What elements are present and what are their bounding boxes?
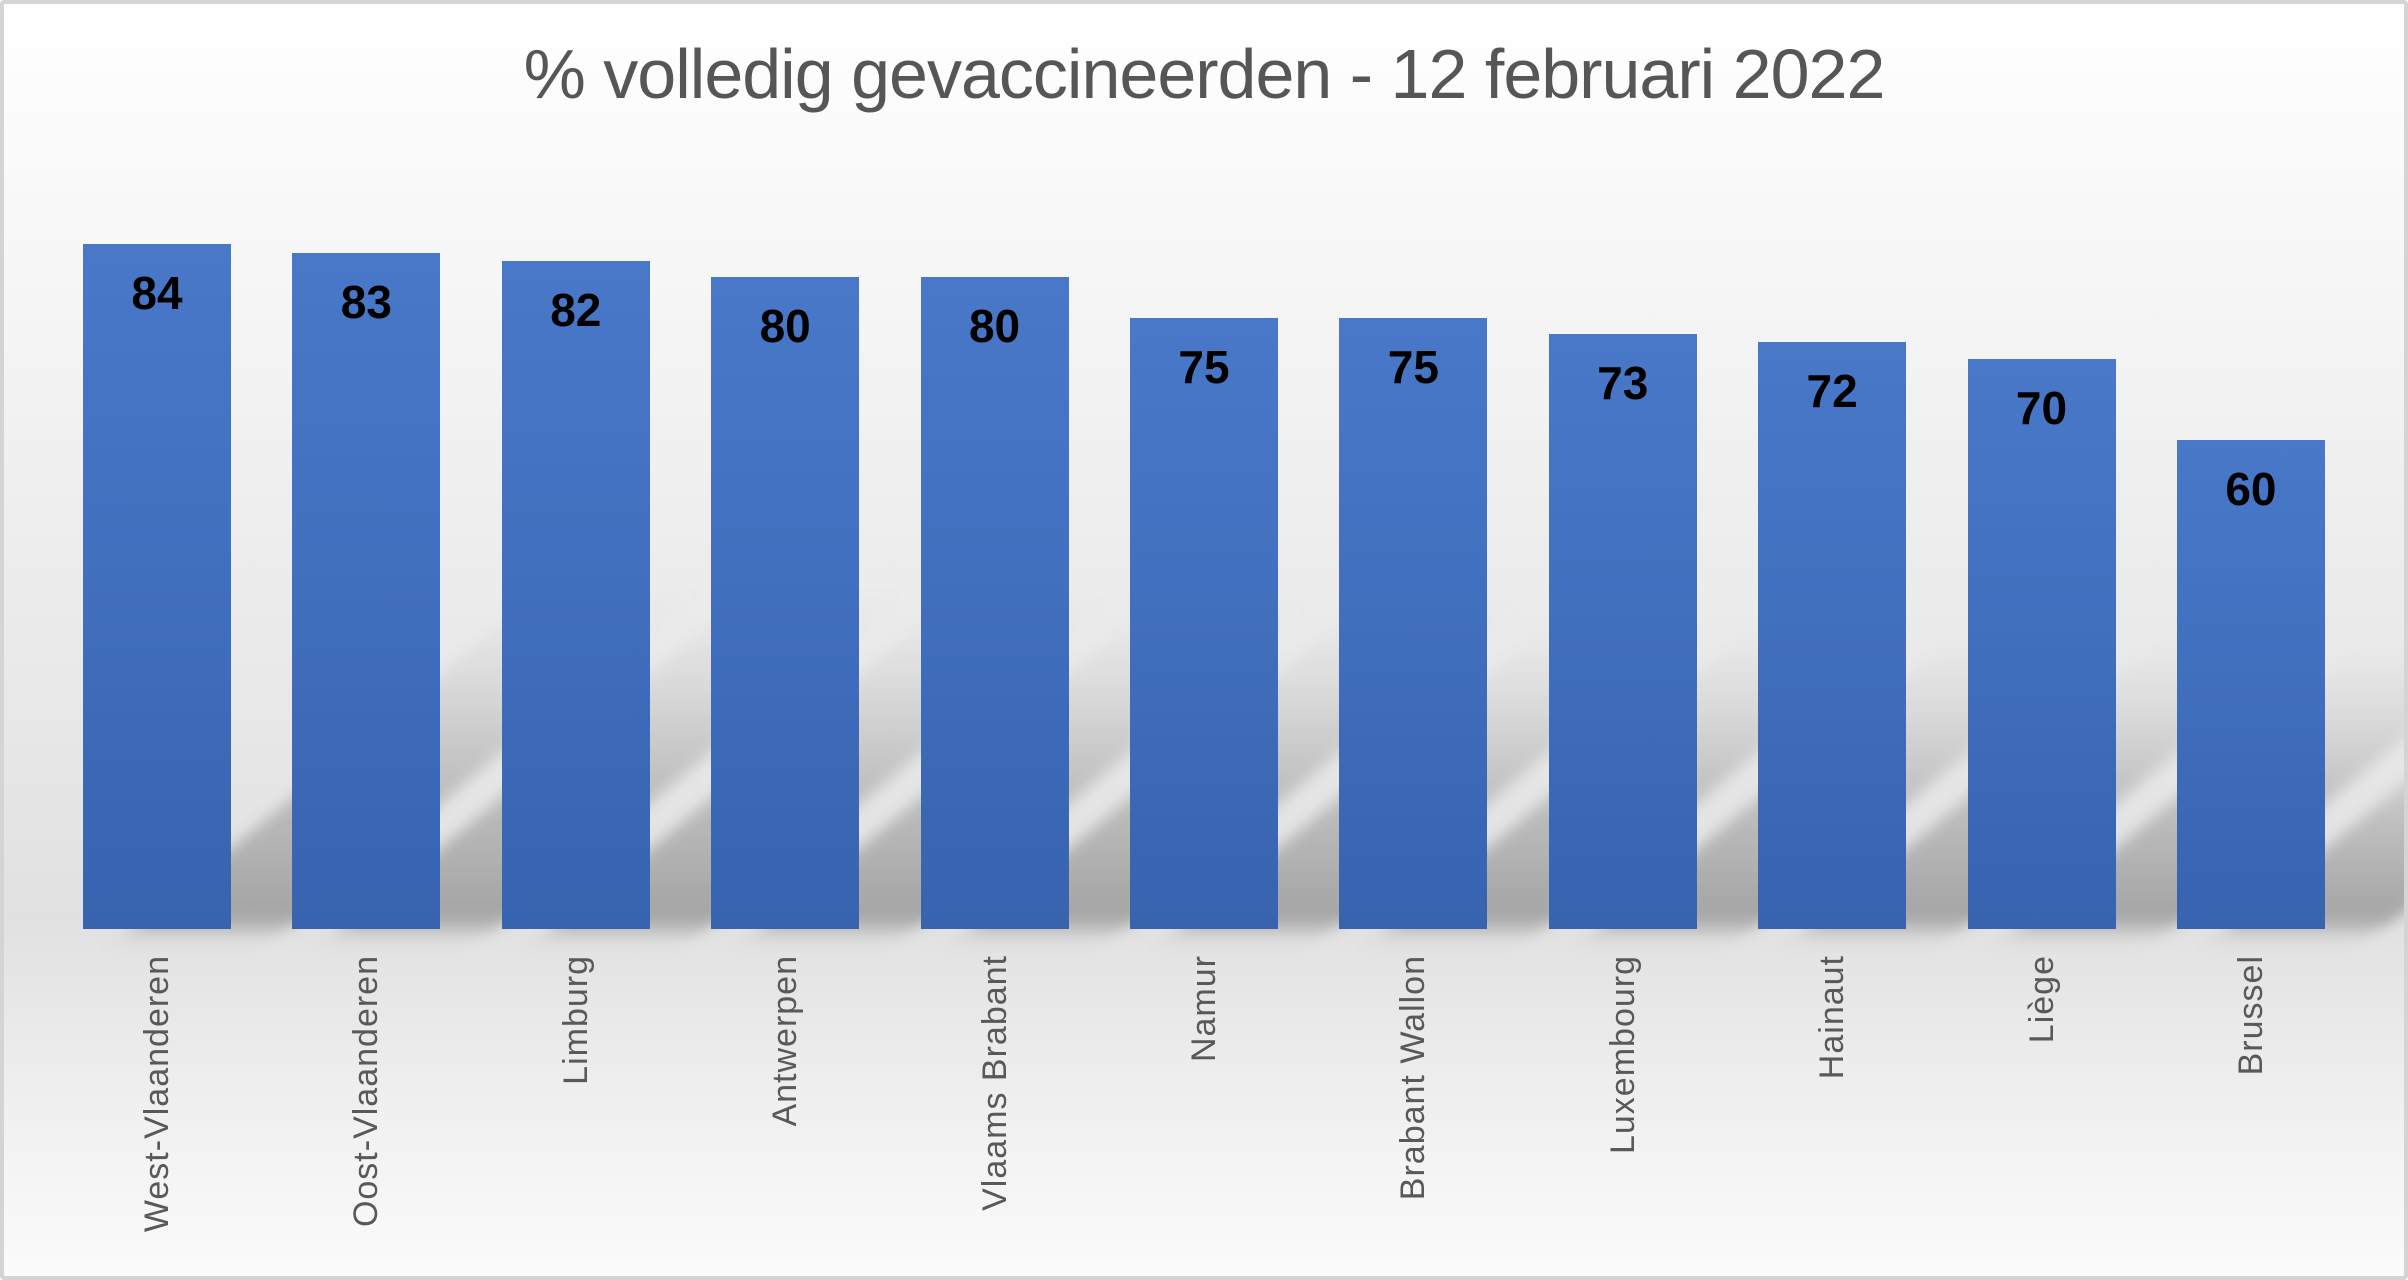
bar: 83: [292, 252, 441, 929]
x-axis-label-cell: Hainaut: [1758, 929, 1906, 1276]
bar: 80: [920, 277, 1069, 929]
bar: 75: [1129, 317, 1278, 929]
bar-value-label: 83: [340, 275, 392, 328]
x-axis-label-cell: Antwerpen: [711, 929, 859, 1276]
chart-title: % volledig gevaccineerden - 12 februari …: [523, 35, 1886, 113]
bar-value-label: 82: [550, 283, 602, 336]
bar-slot: 75: [1339, 317, 1927, 929]
bar: 60: [2176, 440, 2325, 929]
bar-slot: 72: [1758, 342, 2330, 929]
bar-value-label: 84: [131, 267, 183, 320]
x-axis-label: Liège: [2022, 955, 2061, 1044]
x-axis-label-cell: Luxembourg: [1549, 929, 1697, 1276]
bar-slot: 80: [711, 277, 1324, 929]
x-axis-label-cell: Brussel: [2177, 929, 2325, 1276]
bar-slot: 75: [1129, 317, 1717, 929]
x-axis-label-cell: Limburg: [502, 929, 650, 1276]
x-axis-label-cell: Liège: [1968, 929, 2116, 1276]
bar-slot: 80: [920, 277, 1533, 929]
x-axis-label: West-Vlaanderen: [138, 955, 176, 1233]
bar-value-label: 73: [1597, 357, 1649, 410]
bar-slot: 84: [83, 244, 716, 929]
x-axis-label: Brussel: [2231, 955, 2270, 1076]
bar: 82: [501, 260, 650, 929]
bar-slot: 83: [292, 252, 920, 929]
bar-value-label: 80: [759, 300, 811, 352]
x-axis-label: Vlaams Brabant: [975, 955, 1014, 1211]
x-axis-label-cell: Oost-Vlaanderen: [292, 929, 440, 1276]
bar: 72: [1758, 342, 1907, 929]
x-axis-label: Hainaut: [1813, 955, 1852, 1080]
plot-area: 84 83 82 80 80 75 75 73 72 70 60: [4, 4, 2404, 929]
bar: 70: [1967, 358, 2116, 929]
x-axis-label: Namur: [1184, 955, 1223, 1063]
bar-value-label: 60: [2225, 463, 2277, 515]
bar: 80: [711, 277, 860, 929]
x-axis-label-cell: Namur: [1130, 929, 1278, 1276]
x-axis-labels: West-Vlaanderen Oost-Vlaanderen Limburg Ant…: [4, 929, 2404, 1276]
bar-slot: 60: [2176, 440, 2404, 929]
x-axis-label: Luxembourg: [1603, 955, 1642, 1155]
bar-slot: 70: [1967, 358, 2404, 929]
x-axis-label-cell: Brabant Wallon: [1339, 929, 1487, 1276]
x-axis-label-cell: Vlaams Brabant: [921, 929, 1069, 1276]
bar-value-label: 75: [1387, 340, 1439, 393]
bar: 73: [1548, 334, 1697, 929]
x-axis-label: Antwerpen: [766, 955, 805, 1127]
bar-value-label: 72: [1806, 365, 1858, 418]
bar-slot: 82: [501, 260, 1124, 929]
bar-value-label: 75: [1178, 340, 1230, 393]
x-axis-label-cell: West-Vlaanderen: [83, 929, 231, 1276]
x-axis-label: Oost-Vlaanderen: [347, 955, 386, 1228]
bar: 84: [83, 244, 231, 929]
bar-value-label: 70: [2015, 381, 2068, 434]
bar-value-label: 80: [968, 300, 1021, 352]
bar: 75: [1339, 317, 1488, 929]
x-axis-label: Limburg: [556, 955, 595, 1085]
x-axis-label: Brabant Wallon: [1394, 955, 1433, 1201]
bar-slot: 73: [1548, 334, 2126, 929]
